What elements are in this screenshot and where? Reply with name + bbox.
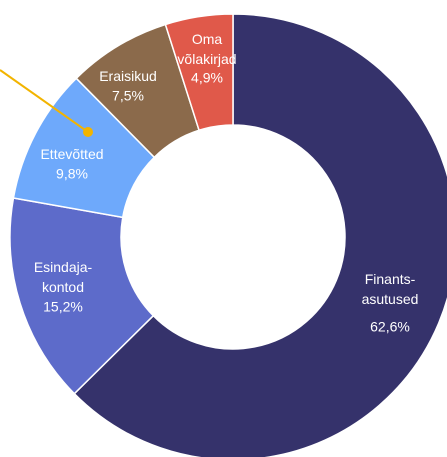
labels: Finants-asutused 62,6% Esindaja-kontod 15,2… xyxy=(34,31,419,335)
value-label: 9,8% xyxy=(56,166,88,182)
value-label: 62,6% xyxy=(370,319,410,335)
leader-dot xyxy=(83,127,93,137)
value-label: 7,5% xyxy=(112,88,144,104)
category-label: Esindaja-kontod xyxy=(34,259,93,295)
slice xyxy=(164,13,234,132)
category-label: Ettevõtted xyxy=(40,146,103,162)
value-label: 15,2% xyxy=(43,299,83,315)
leader-line xyxy=(0,69,89,133)
slice xyxy=(73,13,447,457)
category-label: Oma võlakirjad xyxy=(177,31,236,67)
slices xyxy=(9,13,447,457)
value-label: 4,9% xyxy=(191,70,223,86)
category-label: Finants-asutused xyxy=(362,271,419,307)
category-label: Eraisikud xyxy=(99,68,157,84)
slice xyxy=(9,197,155,395)
